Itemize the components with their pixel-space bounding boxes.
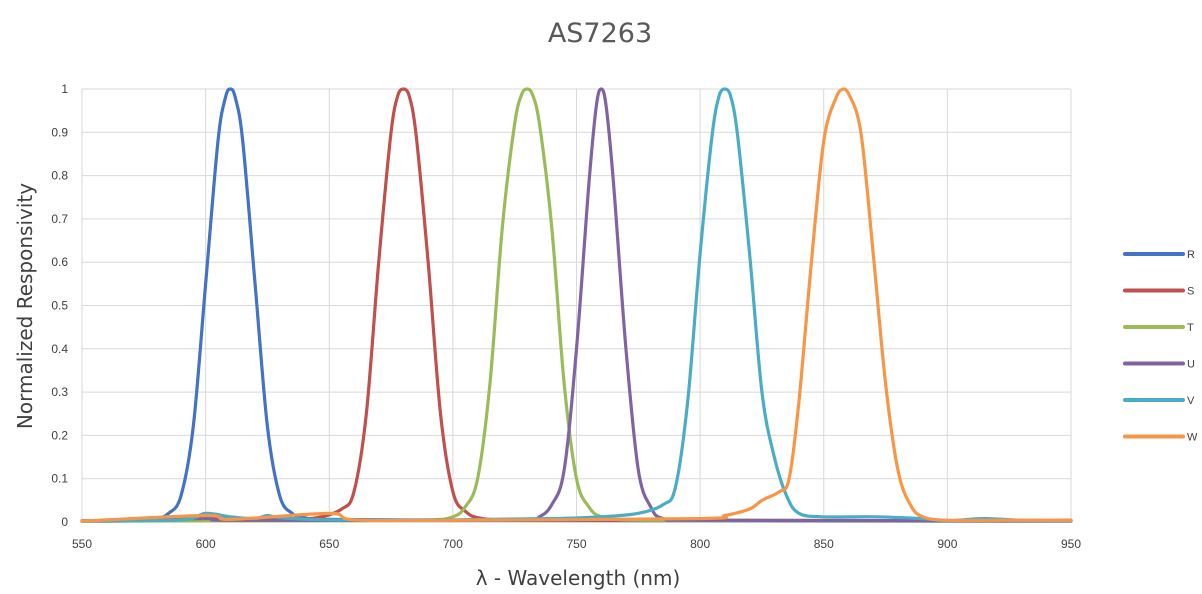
series-w-line xyxy=(80,87,1073,523)
y-axis-label: Normalized Responsivity xyxy=(13,183,37,429)
axis-ticks: 0 0.1 0.2 0.3 0.4 0.5 0.6 0.7 0.8 0.9 1 550 600 650 70… xyxy=(51,82,1081,551)
y-tick-label: 0.3 xyxy=(51,385,68,399)
x-tick-label: 600 xyxy=(196,537,216,551)
y-tick-label: 0.6 xyxy=(51,255,68,269)
legend-label-r: R xyxy=(1187,249,1195,261)
chart-title: AS7263 xyxy=(548,18,652,49)
legend-label-t: T xyxy=(1187,322,1194,334)
legend-label-w: W xyxy=(1187,432,1198,444)
x-tick-label: 850 xyxy=(814,537,834,551)
y-tick-label: 0.8 xyxy=(51,169,68,183)
x-axis-label: λ - Wavelength (nm) xyxy=(476,566,681,590)
y-tick-label: 0.2 xyxy=(51,428,68,442)
legend: R S T U V W xyxy=(1123,249,1198,444)
legend-label-v: V xyxy=(1187,395,1195,407)
y-tick-label: 0 xyxy=(61,515,68,529)
x-tick-label: 900 xyxy=(937,537,957,551)
x-tick-label: 950 xyxy=(1061,537,1081,551)
x-tick-label: 750 xyxy=(566,537,586,551)
x-tick-label: 550 xyxy=(72,537,92,551)
series-lines xyxy=(80,87,1073,523)
legend-label-s: S xyxy=(1187,286,1194,298)
y-tick-label: 0.9 xyxy=(51,125,68,139)
y-tick-label: 0.4 xyxy=(51,342,68,356)
y-tick-label: 0.5 xyxy=(51,299,68,313)
y-tick-label: 0.7 xyxy=(51,212,68,226)
x-tick-label: 650 xyxy=(319,537,339,551)
y-tick-label: 1 xyxy=(61,82,68,96)
x-tick-label: 800 xyxy=(690,537,710,551)
y-tick-label: 0.1 xyxy=(51,472,68,486)
legend-label-u: U xyxy=(1187,359,1195,371)
grid xyxy=(81,88,1072,523)
x-tick-label: 700 xyxy=(443,537,463,551)
